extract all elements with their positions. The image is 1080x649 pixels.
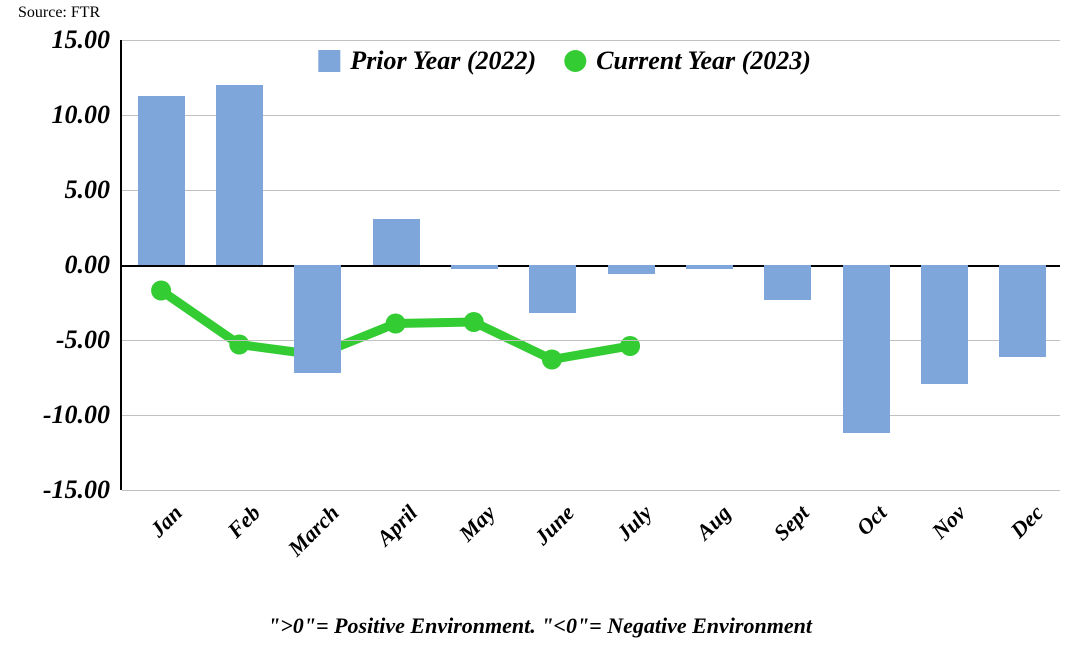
xtick-label: Jan xyxy=(145,500,188,543)
gridline xyxy=(122,490,1060,491)
gridline xyxy=(122,415,1060,416)
bar xyxy=(138,96,185,266)
gridline xyxy=(122,340,1060,341)
bar xyxy=(999,265,1046,357)
xtick-label: Sept xyxy=(768,500,814,546)
legend-prior-label: Prior Year (2022) xyxy=(350,46,536,76)
bar xyxy=(294,265,341,373)
zero-axis xyxy=(122,265,1060,267)
line-marker xyxy=(229,335,249,355)
ytick-label: 15.00 xyxy=(52,25,123,55)
bar xyxy=(764,265,811,300)
xtick-label: Dec xyxy=(1006,500,1049,543)
line-marker xyxy=(620,336,640,356)
line-marker xyxy=(386,314,406,334)
line-marker xyxy=(151,281,171,301)
gridline xyxy=(122,40,1060,41)
xtick-label: Feb xyxy=(222,500,265,543)
bar xyxy=(216,85,263,265)
bar xyxy=(608,265,655,274)
bar xyxy=(686,265,733,269)
xtick-label: Oct xyxy=(852,500,893,541)
ytick-label: -15.00 xyxy=(43,475,122,505)
line-marker xyxy=(542,350,562,370)
xtick-label: June xyxy=(529,500,579,550)
dot-swatch-icon xyxy=(564,50,586,72)
xtick-label: Aug xyxy=(691,500,736,545)
source-label: Source: FTR xyxy=(18,4,100,22)
ytick-label: -5.00 xyxy=(56,325,122,355)
xtick-label: March xyxy=(283,500,345,562)
bar xyxy=(529,265,576,313)
legend-item-current: Current Year (2023) xyxy=(564,46,811,76)
plot-area: 15.0010.005.000.00-5.00-10.00-15.00JanFe… xyxy=(120,40,1060,490)
footnote: ">0"= Positive Environment. "<0"= Negati… xyxy=(0,613,1080,639)
legend-current-label: Current Year (2023) xyxy=(596,46,811,76)
ytick-label: 5.00 xyxy=(65,175,123,205)
ytick-label: -10.00 xyxy=(43,400,122,430)
ytick-label: 10.00 xyxy=(52,100,123,130)
legend: Prior Year (2022) Current Year (2023) xyxy=(318,46,811,76)
xtick-label: July xyxy=(611,500,657,546)
bar xyxy=(451,265,498,269)
xtick-label: Nov xyxy=(927,500,971,544)
bar-swatch-icon xyxy=(318,50,340,72)
bar xyxy=(373,219,420,266)
bar xyxy=(843,265,890,433)
line-marker xyxy=(464,312,484,332)
chart-container: Source: FTR Prior Year (2022) Current Ye… xyxy=(0,0,1080,649)
bar xyxy=(921,265,968,384)
xtick-label: April xyxy=(371,500,422,551)
xtick-label: May xyxy=(454,500,501,547)
ytick-label: 0.00 xyxy=(65,250,123,280)
legend-item-prior: Prior Year (2022) xyxy=(318,46,536,76)
